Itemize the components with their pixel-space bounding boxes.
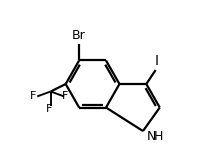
Text: H: H — [154, 130, 163, 143]
Text: Br: Br — [72, 29, 86, 42]
Text: F: F — [62, 91, 68, 101]
Text: F: F — [46, 104, 52, 114]
Text: I: I — [155, 54, 159, 68]
Text: F: F — [30, 91, 36, 101]
Text: N: N — [147, 130, 156, 143]
